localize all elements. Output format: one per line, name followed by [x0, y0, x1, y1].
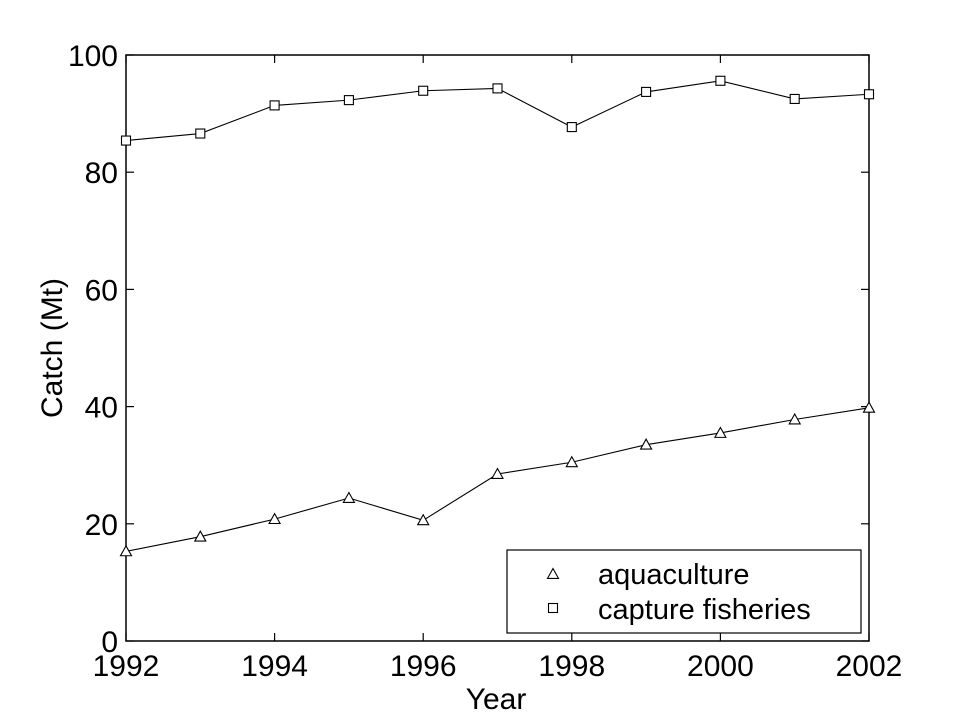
data-point-capture-fisheries: [641, 86, 652, 97]
legend: aquaculture capture fisheries: [506, 549, 862, 634]
series-layer: [119, 75, 876, 557]
data-point-capture-fisheries: [492, 83, 503, 94]
plot-area: [125, 54, 870, 642]
x-axis: 1992 1994 1996 1998 2000 2002: [93, 55, 903, 683]
data-point-aquaculture: [193, 530, 207, 542]
data-point-aquaculture: [268, 512, 282, 525]
data-point-capture-fisheries: [418, 85, 429, 96]
x-tick-label: 1994: [241, 650, 308, 683]
series-capture-fisheries: [120, 75, 875, 146]
y-tick-label: 60: [85, 274, 118, 307]
data-point-aquaculture: [416, 513, 430, 526]
data-point-aquaculture: [639, 438, 653, 450]
x-axis-label: Year: [466, 683, 527, 716]
data-point-aquaculture: [862, 401, 876, 413]
x-tick-label: 1998: [538, 650, 605, 683]
y-tick-label: 80: [85, 157, 118, 190]
y-tick-label: 40: [85, 392, 118, 425]
x-tick-label: 2002: [836, 650, 903, 683]
data-point-capture-fisheries: [269, 100, 280, 111]
y-axis: 0 20 40 60 80 100: [68, 40, 869, 659]
legend-box: [506, 549, 862, 634]
legend-marker-aquaculture: [546, 567, 560, 579]
series-aquaculture: [119, 401, 876, 557]
legend-marker-capture-fisheries: [547, 602, 559, 614]
y-tick-label: 100: [68, 40, 118, 73]
data-point-capture-fisheries: [789, 93, 800, 104]
data-point-aquaculture: [491, 467, 504, 479]
x-tick-label: 1992: [93, 650, 160, 683]
y-tick-label: 20: [85, 509, 118, 542]
data-point-capture-fisheries: [715, 75, 726, 86]
data-point-capture-fisheries: [343, 95, 354, 106]
legend-label-aquaculture: aquaculture: [598, 559, 750, 591]
x-tick-label: 1996: [390, 650, 457, 683]
x-tick-label: 2000: [687, 650, 754, 683]
data-point-aquaculture: [342, 491, 356, 503]
data-point-aquaculture: [788, 412, 802, 425]
y-axis-label: Catch (Mt): [36, 278, 69, 418]
data-point-capture-fisheries: [566, 122, 577, 133]
data-point-capture-fisheries: [195, 128, 206, 139]
y-tick-label: 0: [101, 626, 118, 659]
data-point-aquaculture: [119, 544, 133, 557]
data-point-capture-fisheries: [120, 135, 132, 146]
data-point-aquaculture: [713, 426, 727, 438]
legend-label-capture-fisheries: capture fisheries: [598, 594, 811, 626]
data-point-aquaculture: [565, 455, 579, 468]
data-point-capture-fisheries: [863, 89, 875, 100]
